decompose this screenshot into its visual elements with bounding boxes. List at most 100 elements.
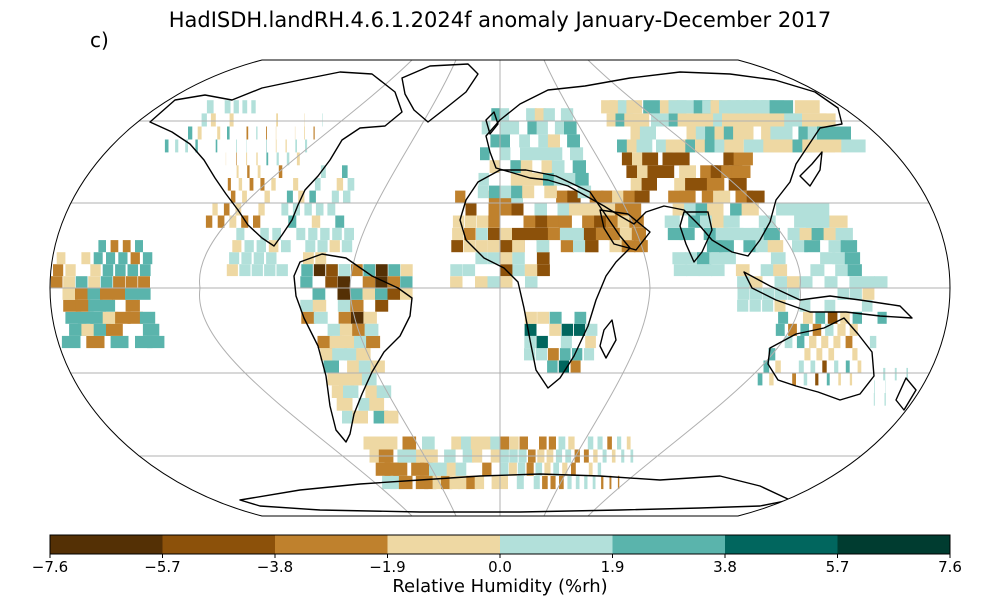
grid-cell bbox=[820, 252, 836, 265]
grid-cell bbox=[375, 276, 388, 288]
grid-cell bbox=[327, 203, 336, 216]
grid-cell bbox=[343, 190, 351, 204]
grid-cell bbox=[463, 240, 476, 253]
grid-cell bbox=[735, 264, 750, 277]
grid-cell bbox=[75, 299, 91, 312]
grid-cell bbox=[774, 299, 786, 312]
grid-cell bbox=[256, 126, 258, 140]
grid-cell bbox=[304, 126, 305, 140]
grid-cell bbox=[623, 190, 638, 204]
grid-cell bbox=[569, 203, 583, 216]
grid-cell bbox=[88, 299, 103, 312]
grid-cell bbox=[500, 252, 513, 265]
grid-cell bbox=[251, 100, 256, 114]
grid-cell bbox=[568, 436, 575, 450]
grid-cell bbox=[106, 252, 116, 265]
grid-cell bbox=[512, 264, 525, 277]
grid-cell bbox=[524, 348, 536, 361]
grid-cell bbox=[110, 240, 119, 253]
grid-cell bbox=[387, 288, 401, 300]
grid-cell bbox=[804, 348, 811, 361]
grid-cell bbox=[278, 165, 283, 178]
grid-cell bbox=[217, 215, 225, 228]
grid-cell bbox=[534, 203, 547, 216]
grid-cell bbox=[465, 203, 477, 216]
grid-cell bbox=[570, 360, 581, 373]
grid-cell bbox=[253, 252, 264, 265]
grid-cell bbox=[475, 240, 488, 253]
grid-cell bbox=[138, 276, 150, 288]
grid-cell bbox=[770, 252, 786, 265]
grid-cell bbox=[464, 227, 476, 241]
grid-cell bbox=[383, 436, 398, 450]
grid-cell bbox=[313, 264, 326, 277]
grid-cell bbox=[241, 252, 252, 265]
grid-cell bbox=[536, 335, 548, 349]
grid-cell bbox=[760, 264, 775, 277]
coast-japan bbox=[799, 151, 823, 187]
grid-cell bbox=[500, 436, 510, 450]
grid-cell bbox=[487, 276, 500, 288]
grid-cell bbox=[343, 385, 359, 398]
grid-cell bbox=[549, 311, 562, 324]
grid-cell bbox=[757, 372, 763, 386]
grid-cell bbox=[375, 264, 388, 277]
grid-cell bbox=[488, 203, 500, 216]
grid-cell bbox=[223, 203, 230, 216]
grid-cell bbox=[641, 178, 657, 191]
grid-cell bbox=[446, 462, 458, 476]
grid-cell bbox=[466, 475, 477, 490]
grid-cell bbox=[510, 172, 523, 186]
grid-cell bbox=[547, 134, 560, 148]
grid-cell bbox=[721, 252, 736, 265]
coast-south-america bbox=[293, 253, 413, 443]
grid-cell bbox=[135, 240, 143, 253]
grid-cell bbox=[100, 299, 116, 312]
grid-cell bbox=[541, 160, 554, 173]
grid-cell bbox=[375, 288, 388, 300]
grid-cell bbox=[728, 178, 747, 191]
grid-cell bbox=[512, 227, 525, 241]
grid-cell bbox=[679, 165, 696, 178]
colorbar-bin bbox=[50, 535, 163, 554]
grid-cell bbox=[829, 215, 848, 228]
grid-cell bbox=[387, 276, 400, 288]
coast-africa bbox=[459, 169, 631, 389]
grid-cell bbox=[451, 240, 463, 253]
grid-cell bbox=[664, 215, 680, 228]
grid-cell bbox=[309, 190, 316, 204]
grid-cell bbox=[295, 139, 297, 153]
grid-cell bbox=[739, 113, 762, 127]
coast-uk bbox=[485, 111, 499, 135]
grid-cell bbox=[305, 240, 316, 253]
colorbar-bins bbox=[50, 535, 951, 554]
grid-cell bbox=[142, 252, 153, 265]
grid-cell bbox=[547, 215, 560, 228]
grid-cell bbox=[308, 227, 318, 241]
grid-cell bbox=[113, 276, 125, 288]
grid-cell bbox=[488, 227, 500, 241]
grid-cell bbox=[567, 134, 580, 148]
grid-cell bbox=[570, 147, 584, 161]
grid-cell bbox=[547, 348, 559, 361]
grid-cell bbox=[230, 190, 236, 204]
grid-cell bbox=[90, 264, 101, 277]
grid-cell bbox=[362, 276, 375, 288]
coast-north-america bbox=[149, 71, 403, 247]
grid-cell bbox=[239, 264, 251, 277]
grid-cell bbox=[296, 152, 300, 166]
grid-cell bbox=[470, 436, 482, 450]
grid-cell bbox=[313, 126, 315, 140]
grid-cell bbox=[106, 323, 123, 336]
grid-cell bbox=[206, 100, 214, 114]
grid-cell bbox=[695, 113, 715, 127]
grid-cell bbox=[363, 264, 376, 277]
grid-cell bbox=[509, 121, 520, 135]
grid-cell bbox=[63, 299, 78, 312]
grid-cell bbox=[164, 139, 169, 153]
meridian-120e bbox=[587, 60, 801, 516]
grid-cell bbox=[375, 299, 389, 312]
grid-cell bbox=[617, 475, 620, 490]
grid-cell bbox=[837, 288, 850, 300]
grid-cell bbox=[226, 264, 238, 277]
